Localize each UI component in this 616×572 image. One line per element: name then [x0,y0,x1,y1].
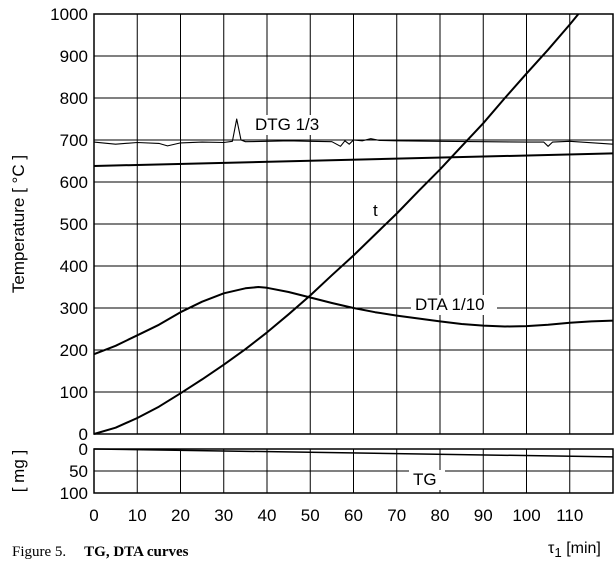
series-line-dtg-1-3 [93,118,614,147]
y-tick-label: 1000 [50,5,88,24]
top-panel-frame [93,13,614,435]
x-tick-label: 50 [301,506,320,525]
x-tick-label: 60 [344,506,363,525]
x-tick-label: 80 [431,506,450,525]
x-tick-label: 30 [214,506,233,525]
caption-title: TG, DTA curves [84,544,189,560]
x-tick-label: 10 [128,506,147,525]
x-axis-unit-subscript: 1 [554,545,562,561]
y-tick-label: 700 [60,131,88,150]
x-axis-unit: τ1 [min] [548,540,601,560]
y-tick-label: 100 [60,484,88,503]
y-tick-label: 500 [60,215,88,234]
y-tick-label: 300 [60,299,88,318]
y-tick-label: 900 [60,47,88,66]
x-tick-label: 90 [474,506,493,525]
x-tick-label: 100 [512,506,540,525]
label-dta: DTA 1/10 [415,295,485,314]
x-axis-unit-rest: [min] [561,540,601,557]
figure-caption: Figure 5. TG, DTA curves [12,544,188,561]
label-dtg-bg [251,115,323,135]
label-tg: TG [413,470,437,489]
bottom-panel-frame [93,448,614,494]
x-tick-label: 0 [89,506,98,525]
series-line-tg [93,448,614,458]
x-axis-unit-symbol: τ [548,540,555,557]
label-tg-bg [409,470,445,490]
label-t: t [373,201,378,220]
y-tick-label: 100 [60,383,88,402]
series-line-baseline-3 [93,152,614,167]
x-tick-label: 20 [171,506,190,525]
label-dtg: DTG 1/3 [255,115,319,134]
y-tick-label: 800 [60,89,88,108]
caption-label: Figure 5. [12,544,67,560]
y-tick-label: 200 [60,341,88,360]
y-axis-label: Temperature [ °C ] [9,155,28,293]
y-tick-label: 0 [79,440,88,459]
label-dta-bg [411,295,497,315]
y-axis-label: [ mg ] [9,450,28,493]
series-line-dta-1-10 [93,286,614,356]
y-tick-label: 400 [60,257,88,276]
x-tick-label: 40 [258,506,277,525]
x-tick-label: 70 [387,506,406,525]
x-tick-label: 110 [556,506,583,525]
y-tick-label: 50 [69,462,88,481]
series-line-t [93,13,580,435]
y-tick-label: 600 [60,173,88,192]
y-tick-label: 0 [79,425,88,444]
label-t-bg [369,201,385,221]
